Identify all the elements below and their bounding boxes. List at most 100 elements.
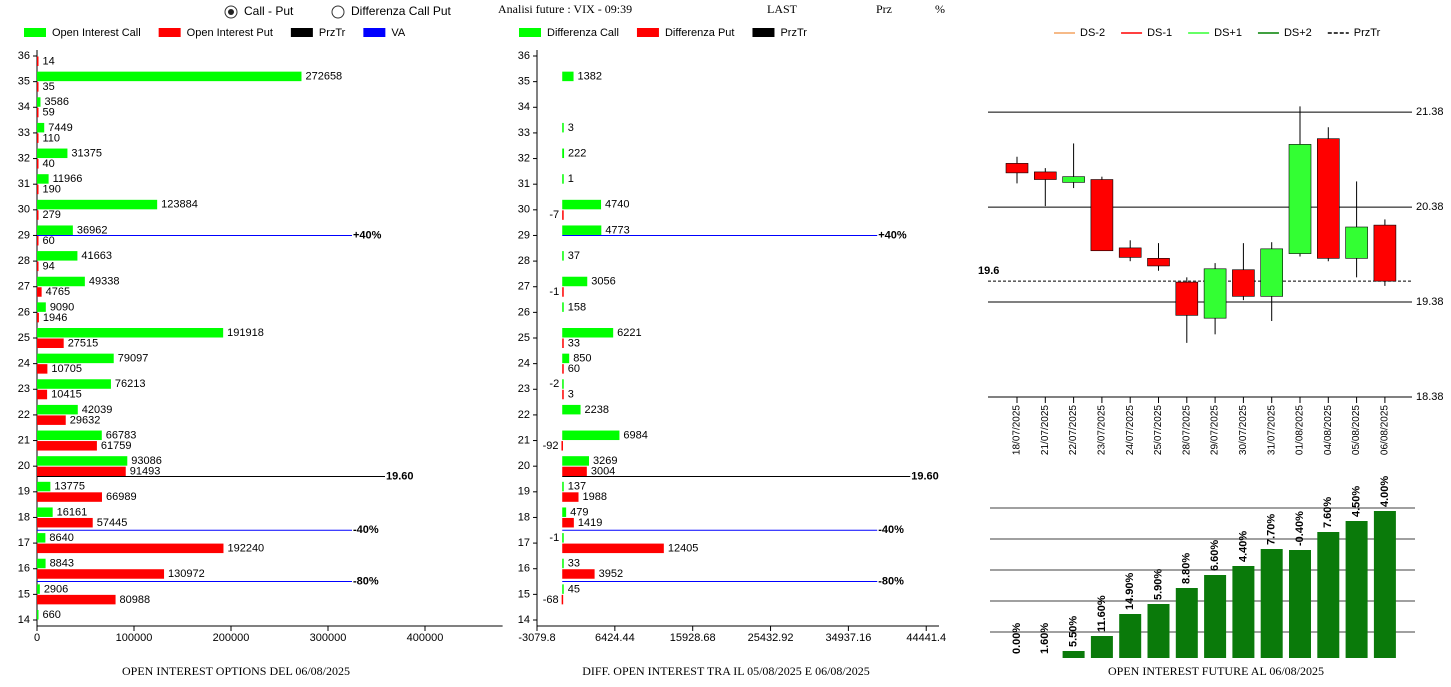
reference-label: +40% (878, 229, 907, 241)
bar-label: -1 (549, 286, 559, 298)
bar (1090, 636, 1113, 658)
bar (37, 174, 49, 184)
bar (1289, 550, 1311, 658)
radio-call-put[interactable]: Call - Put (224, 4, 294, 19)
bar-label: 33 (568, 337, 580, 349)
bar-label: 35 (43, 81, 55, 93)
bar-label: 479 (570, 506, 588, 518)
x-tick-label: 200000 (213, 632, 250, 644)
bar-label: 137 (568, 481, 586, 493)
candle-body (1317, 138, 1340, 259)
x-tick-label: 04/08/2025 (1323, 405, 1334, 455)
bar-label: 3 (568, 389, 574, 401)
x-tick-label: 25/07/2025 (1153, 405, 1164, 455)
bar-label: 41663 (81, 250, 112, 262)
y-tick-label: 23 (518, 383, 530, 395)
bar-label: 10415 (51, 389, 82, 401)
legend-label: DS-2 (1080, 27, 1105, 39)
bar (1204, 575, 1227, 658)
bar (37, 312, 39, 323)
bar (562, 210, 564, 220)
bar (37, 441, 97, 451)
bar-label: -7 (549, 209, 559, 221)
bar-label: 130972 (168, 568, 205, 580)
bar-label: -1 (549, 532, 559, 544)
bar (37, 404, 78, 415)
radio-differenza[interactable]: Differenza Call Put (331, 4, 451, 19)
bar (37, 82, 39, 92)
bar (37, 97, 41, 107)
bar (37, 543, 224, 554)
candle-body (1203, 268, 1227, 319)
bar (37, 364, 48, 374)
bar-label: 61759 (101, 440, 132, 452)
bar (562, 148, 565, 159)
bar (37, 430, 102, 441)
bar (562, 558, 564, 569)
y-tick-label: 18 (18, 511, 30, 523)
bar (562, 122, 564, 133)
bar-label: 33 (568, 558, 580, 570)
bar-label: 11966 (53, 173, 83, 185)
chart-title: OPEN INTEREST FUTURE AL 06/08/2025 (1108, 664, 1324, 678)
bar-label: 1 (568, 173, 574, 185)
x-tick-label: 15928.68 (670, 632, 716, 644)
bar-label: 4.50% (1351, 486, 1363, 517)
bar (37, 610, 39, 620)
y-tick-label: 21 (518, 434, 530, 446)
reference-label: -80% (878, 575, 904, 587)
y-tick-label: 16 (518, 563, 530, 575)
x-tick-label: 25432.92 (748, 632, 794, 644)
bar (562, 481, 564, 492)
y-tick-label: 15 (18, 588, 30, 600)
bar-label: 190 (43, 184, 61, 196)
y-tick-label: 17 (18, 537, 30, 549)
bar (37, 594, 116, 605)
bar (37, 492, 102, 502)
chart-title: DIFF. OPEN INTEREST TRA IL 05/08/2025 E … (582, 664, 870, 678)
bar (37, 517, 93, 528)
bar (37, 159, 39, 169)
x-tick-label: 30/07/2025 (1238, 405, 1249, 455)
x-tick-label: 21/07/2025 (1040, 405, 1051, 455)
bar (562, 287, 564, 297)
bar (37, 235, 39, 246)
bar (37, 199, 158, 210)
bar (561, 441, 563, 451)
bar-label: 14 (43, 55, 55, 67)
bar-label: 10705 (51, 363, 82, 375)
bar-label: 0.00% (1011, 623, 1023, 654)
bar (562, 543, 664, 554)
x-tick-label: 24/07/2025 (1125, 405, 1136, 455)
bar (37, 107, 39, 118)
bar-label: 94 (43, 261, 55, 273)
y-tick-label: 34 (18, 101, 30, 113)
bar (37, 328, 224, 338)
radio-label[interactable]: Call - Put (244, 4, 294, 18)
y-tick-label: 34 (518, 101, 530, 113)
bar-label: 12405 (668, 542, 699, 554)
bar (37, 338, 64, 349)
bar (562, 389, 564, 400)
radio-label[interactable]: Differenza Call Put (351, 4, 451, 18)
last-label: LAST (767, 2, 798, 16)
bar-label: 4773 (605, 224, 629, 236)
reference-label: -40% (878, 524, 904, 536)
bar-label: 110 (43, 132, 61, 144)
y-tick-label: 36 (518, 50, 530, 62)
bar (37, 184, 39, 195)
y-tick-label: 28 (18, 255, 30, 267)
radio[interactable] (331, 5, 345, 19)
bar (37, 225, 73, 235)
bar-label: 16161 (57, 506, 88, 518)
bar (1260, 549, 1283, 658)
future-label: Analisi future : VIX - 09:39 (498, 2, 632, 16)
y-tick-label: 25 (18, 332, 30, 344)
bar-label: 9090 (50, 301, 74, 313)
bar (1062, 651, 1085, 658)
bar-label: -2 (549, 378, 559, 390)
bar (37, 569, 165, 579)
bar-label: 850 (573, 353, 591, 365)
y-tick-label: 20.38 (1416, 201, 1444, 213)
bar (37, 71, 302, 82)
